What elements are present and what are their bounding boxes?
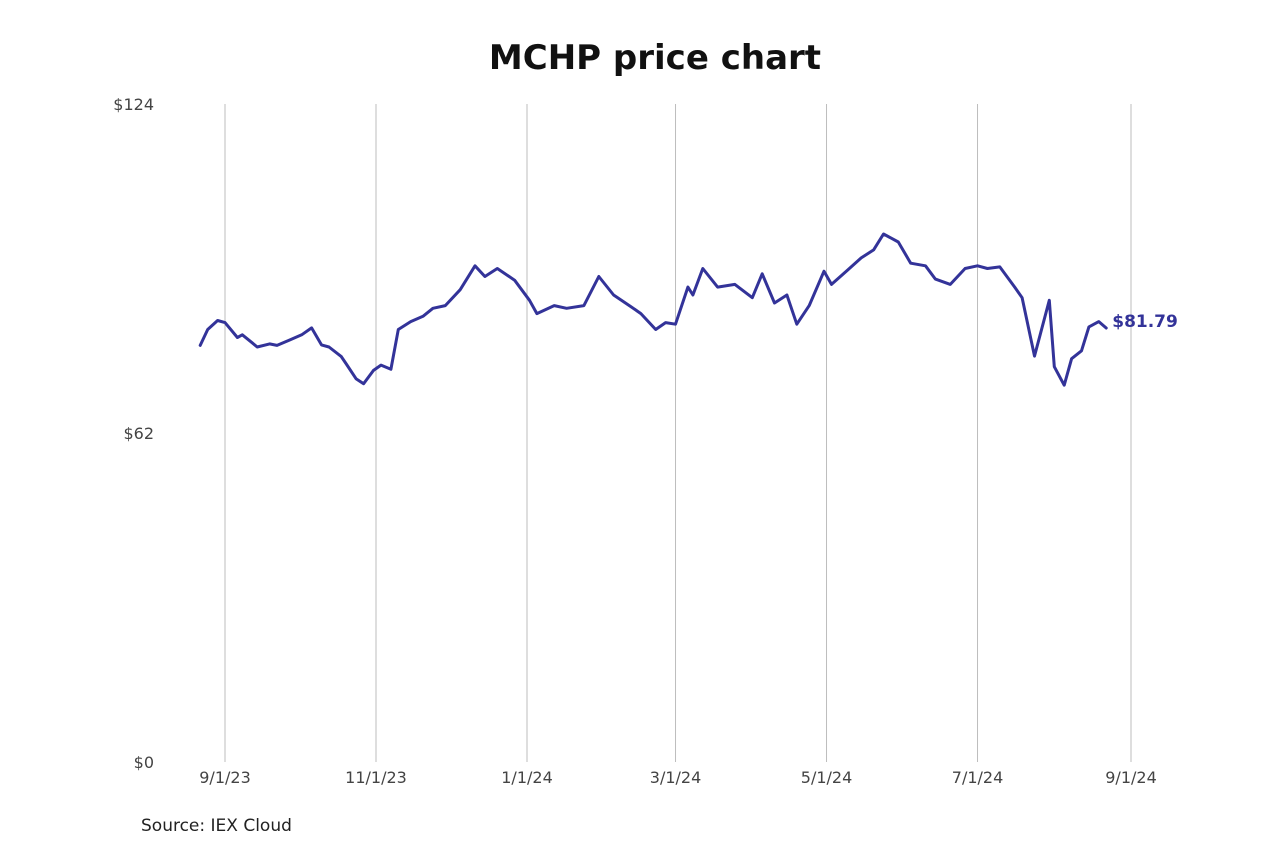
y-tick-label-1: $62 <box>123 424 154 443</box>
x-tick-label-0: 9/1/23 <box>199 768 251 787</box>
y-tick-label-2: $124 <box>113 95 154 114</box>
x-tick-label-5: 7/1/24 <box>952 768 1004 787</box>
x-tick-label-3: 3/1/24 <box>650 768 702 787</box>
source-note: Source: IEX Cloud <box>141 816 292 836</box>
x-tick-label-2: 1/1/24 <box>501 768 553 787</box>
price-series <box>198 232 1108 387</box>
x-axis-tick-labels: 9/1/23 11/1/23 1/1/24 3/1/24 5/1/24 7/1/24 9/1… <box>199 768 1157 787</box>
x-tick-label-6: 9/1/24 <box>1105 768 1157 787</box>
last-value-annotation: $81.79 <box>1112 312 1178 332</box>
vertical-gridlines <box>224 104 1132 762</box>
last-value-label: $81.79 <box>1112 312 1178 332</box>
y-tick-label-0: $0 <box>134 753 154 772</box>
y-axis-tick-labels: $0 $62 $124 <box>113 95 154 772</box>
chart-title: MCHP price chart <box>488 38 822 78</box>
x-tick-label-4: 5/1/24 <box>801 768 853 787</box>
x-tick-label-1: 11/1/23 <box>345 768 407 787</box>
price-line <box>198 232 1108 387</box>
